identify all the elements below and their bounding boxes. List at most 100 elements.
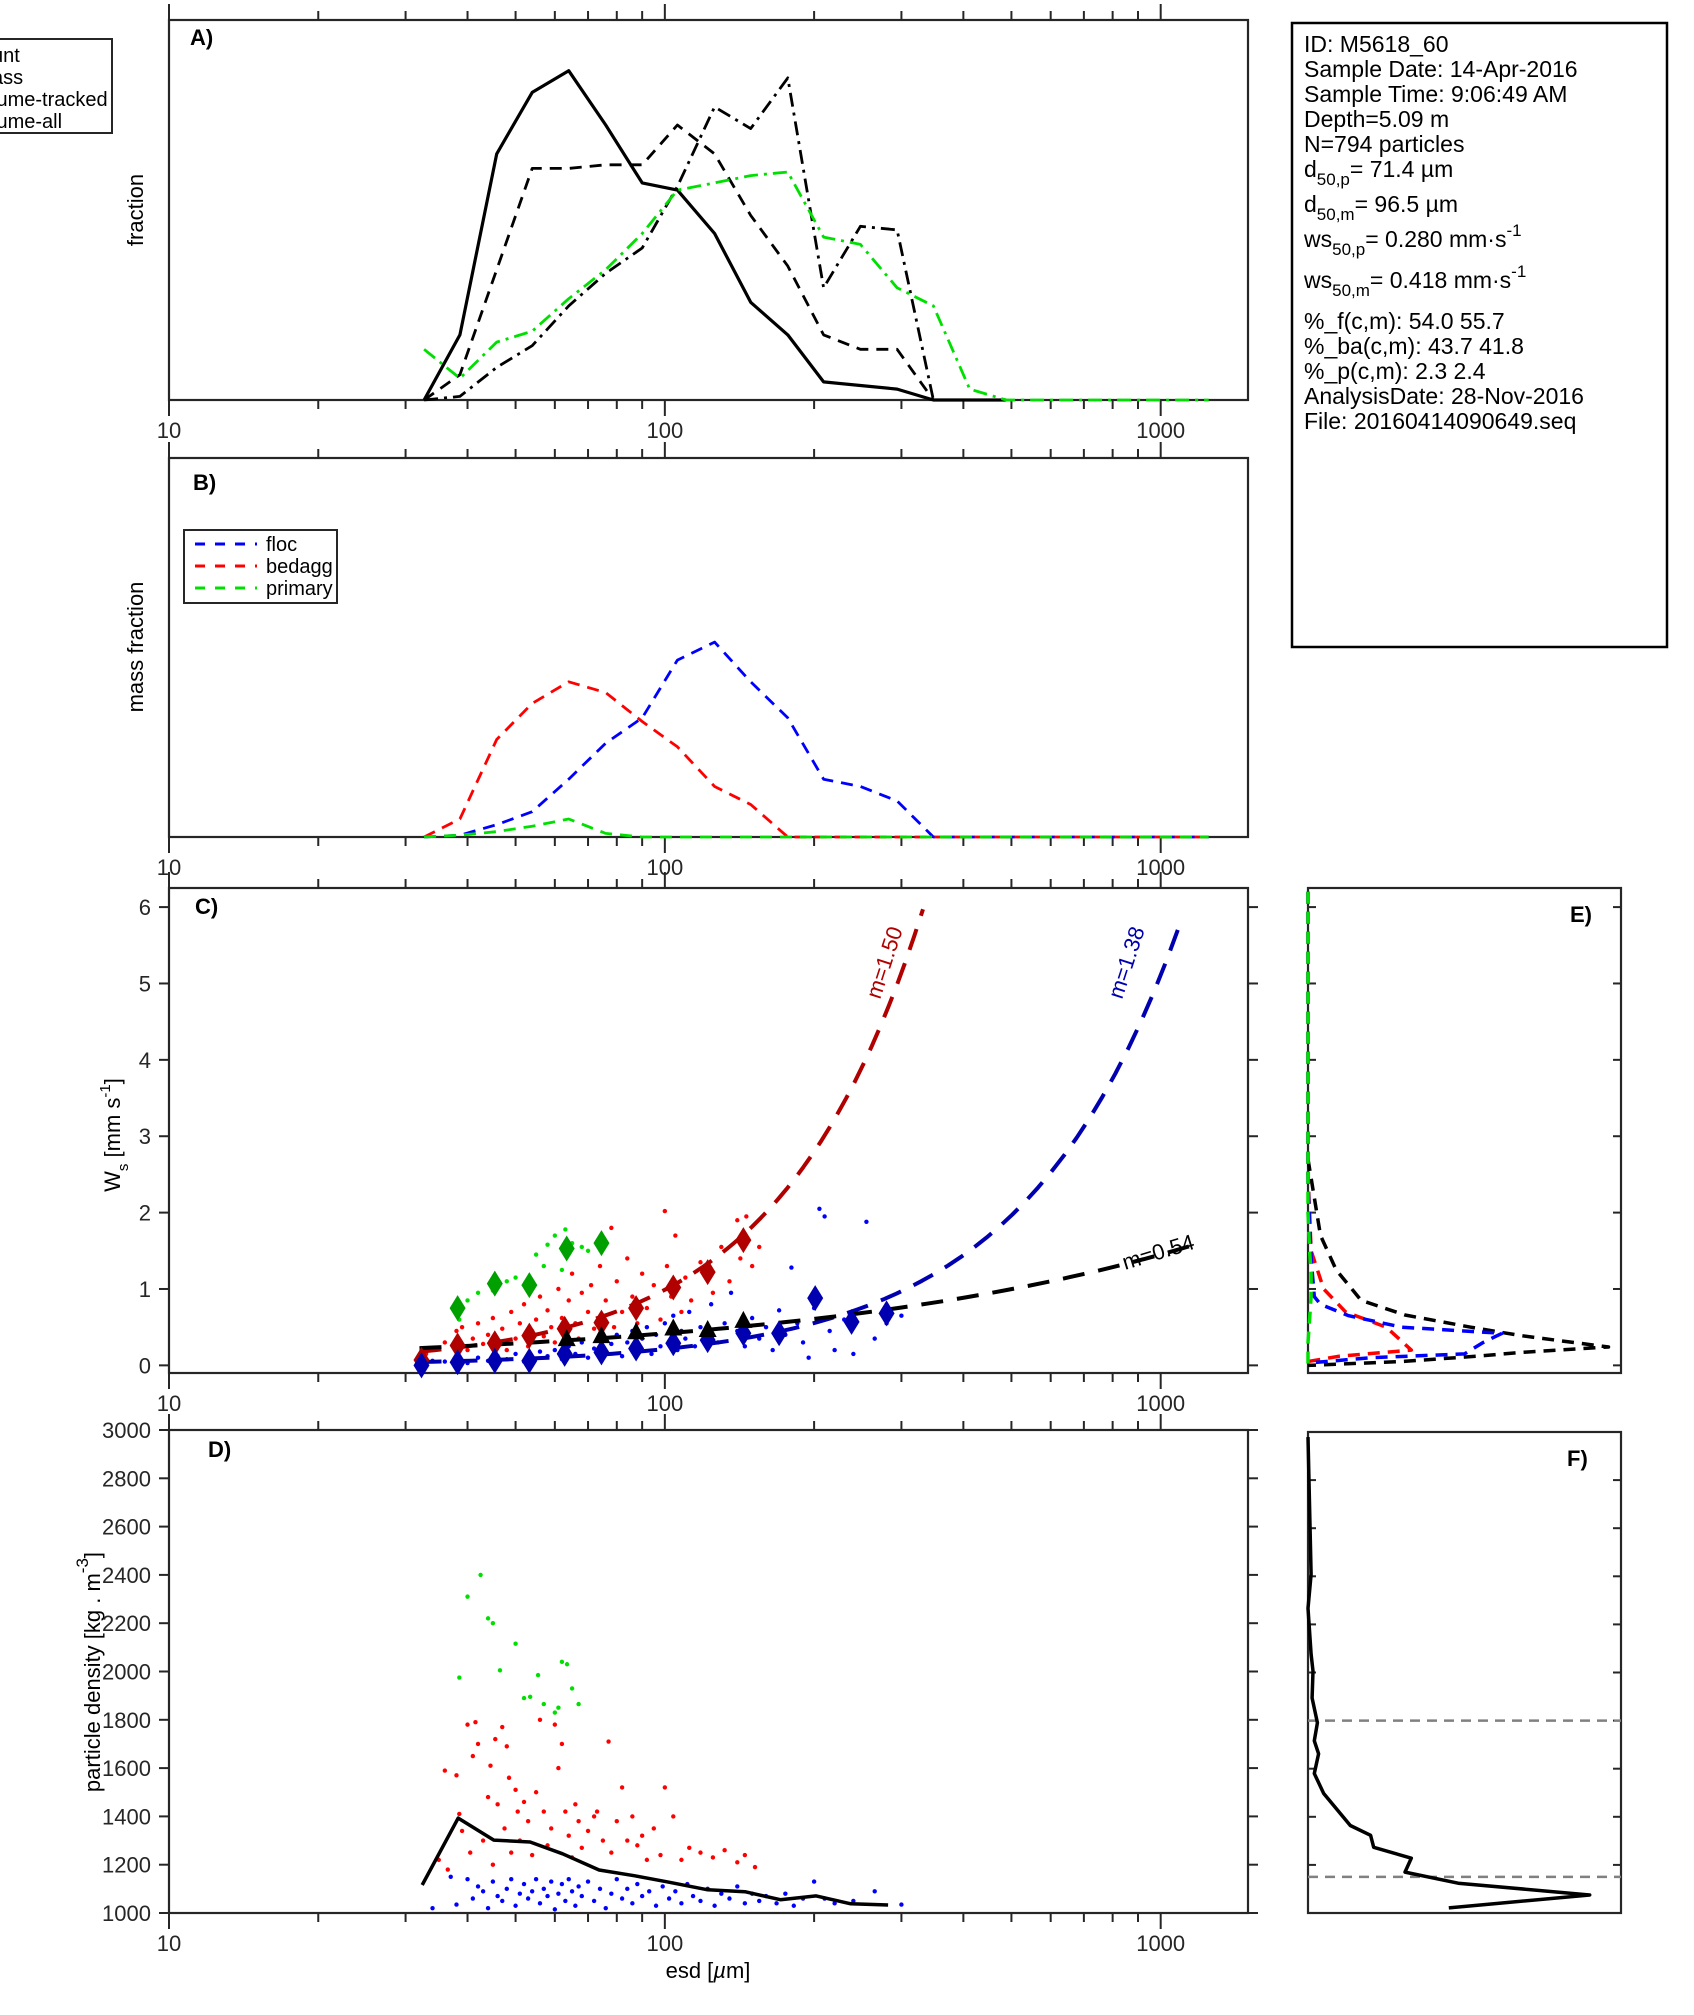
scatter-point-bedagg xyxy=(541,1809,546,1814)
panel-d-label: D) xyxy=(208,1437,231,1462)
info-line: %_f(c,m): 54.0 55.7 xyxy=(1304,308,1505,334)
scatter-point-floc xyxy=(671,1313,676,1318)
scatter-point-floc xyxy=(475,1884,481,1889)
scatter-point-floc xyxy=(658,1344,663,1349)
info-symbol: ws xyxy=(1303,267,1332,293)
scatter-point-floc xyxy=(591,1898,597,1904)
scatter-point-bedagg xyxy=(630,1294,635,1299)
binned-mean-all xyxy=(627,1322,646,1340)
scatter-point-bedagg xyxy=(563,1809,568,1814)
legend-a-entry-volume-tracked: lume-tracked xyxy=(0,89,108,111)
scatter-point-primary xyxy=(513,1275,518,1280)
scatter-point-bedagg xyxy=(671,1814,676,1819)
scatter-point-bedagg xyxy=(639,1833,645,1838)
series-volume-all xyxy=(423,170,1209,402)
scatter-point-bedagg xyxy=(698,1260,703,1265)
legend-a-entry-count: unt xyxy=(0,45,20,67)
scatter-point-floc xyxy=(763,1324,769,1330)
scatter-point-bedagg xyxy=(545,1308,550,1313)
scatter-point-bedagg xyxy=(552,1722,558,1727)
binned-mean-primary xyxy=(449,1295,466,1322)
scatter-point-floc xyxy=(614,1876,619,1882)
scatter-point-bedagg xyxy=(454,1328,459,1334)
scatter-point-floc xyxy=(430,1905,435,1911)
scatter-point-floc xyxy=(851,1351,856,1357)
binned-mean-floc xyxy=(521,1347,538,1374)
scatter-point-floc xyxy=(619,1896,625,1901)
scatter-point-bedagg xyxy=(468,1850,473,1855)
binned-mean-all xyxy=(698,1319,717,1337)
scatter-point-bedagg xyxy=(517,1321,523,1326)
scatter-point-bedagg xyxy=(509,1309,514,1315)
ylabel-density-end: ] xyxy=(80,1552,105,1558)
binned-mean-floc xyxy=(449,1349,466,1376)
ylabel-end: ] xyxy=(100,1078,125,1084)
y-tick-label: 1400 xyxy=(102,1804,151,1829)
scatter-point-bedagg xyxy=(495,1802,500,1807)
floc-fit xyxy=(419,923,1182,1364)
scatter-point-floc xyxy=(687,1309,692,1315)
info-subscript: 50,p xyxy=(1317,170,1350,189)
series-all xyxy=(1306,1158,1611,1368)
scatter-point-floc xyxy=(537,1901,543,1906)
scatter-point-primary xyxy=(576,1701,581,1707)
scatter-point-floc xyxy=(806,1355,811,1360)
y-tick-label: 3 xyxy=(139,1124,151,1149)
x-tick-label: 10 xyxy=(157,418,181,443)
scatter-point-bedagg xyxy=(662,1208,668,1214)
scatter-point-floc xyxy=(442,1359,448,1364)
scatter-point-bedagg xyxy=(742,1852,748,1858)
scatter-point-bedagg xyxy=(504,1347,509,1353)
scatter-point-floc xyxy=(517,1891,523,1896)
scatter-point-primary xyxy=(541,1263,546,1269)
info-line: File: 20160414090649.seq xyxy=(1304,408,1576,434)
binned-mean-primary xyxy=(558,1235,575,1262)
panel-b: B) mass fraction floc bedagg primary 10 1… xyxy=(123,442,1250,880)
scatter-point-bedagg xyxy=(556,1765,561,1771)
scatter-point-bedagg xyxy=(585,1309,591,1315)
scatter-point-bedagg xyxy=(576,1819,581,1824)
scatter-point-bedagg xyxy=(454,1773,459,1778)
scatter-point-floc xyxy=(639,1893,645,1899)
median-density xyxy=(420,1816,889,1907)
panel-c-label: C) xyxy=(195,894,218,919)
panel-c-ylabel: Ws [mm s-1] xyxy=(97,1078,132,1192)
info-subscript: 50,m xyxy=(1317,205,1355,224)
scatter-point-primary xyxy=(521,1695,527,1701)
scatter-point-primary xyxy=(527,1694,533,1700)
legend-a-entry-volume-all: lume-all xyxy=(0,111,62,133)
scatter-point-floc xyxy=(470,1896,476,1901)
y-tick-label: 2800 xyxy=(102,1466,151,1491)
scatter-point-floc xyxy=(563,1898,568,1904)
scatter-point-floc xyxy=(832,1347,837,1353)
scatter-point-bedagg xyxy=(619,1785,625,1790)
binned-mean-floc xyxy=(878,1300,895,1327)
ylabel-units: [mm s xyxy=(100,1098,125,1164)
panel-f: F) xyxy=(1306,1430,1623,1915)
scatter-point-bedagg xyxy=(537,1717,543,1723)
scatter-point-bedagg xyxy=(566,1298,571,1303)
info-symbol: d xyxy=(1304,156,1317,182)
scatter-point-floc xyxy=(690,1893,696,1899)
scatter-point-bedagg xyxy=(735,1860,740,1865)
y-tick-label: 0 xyxy=(139,1353,151,1378)
scatter-point-primary xyxy=(533,1252,539,1257)
scatter-point-floc xyxy=(679,1901,684,1906)
scatter-point-floc xyxy=(603,1905,608,1911)
scatter-point-floc xyxy=(660,1884,665,1889)
scatter-point-floc xyxy=(666,1896,672,1901)
binned-mean-floc xyxy=(556,1340,573,1367)
binned-mean-floc xyxy=(413,1352,430,1379)
scatter-point-primary xyxy=(559,1267,565,1273)
scatter-point-floc xyxy=(698,1324,703,1330)
scatter-point-primary xyxy=(497,1668,503,1673)
panel-e: E) xyxy=(1306,886,1623,1375)
scatter-point-bedagg xyxy=(485,1794,491,1800)
info-value: = 0.418 mm·s xyxy=(1370,267,1511,293)
x-tick-label: 1000 xyxy=(1136,418,1185,443)
binned-mean-primary xyxy=(521,1272,538,1299)
scatter-point-floc xyxy=(872,1889,877,1894)
y-tick-label: 1 xyxy=(139,1277,151,1302)
scatter-point-bedagg xyxy=(459,1324,465,1330)
info-value: = 0.280 mm·s xyxy=(1365,226,1506,252)
